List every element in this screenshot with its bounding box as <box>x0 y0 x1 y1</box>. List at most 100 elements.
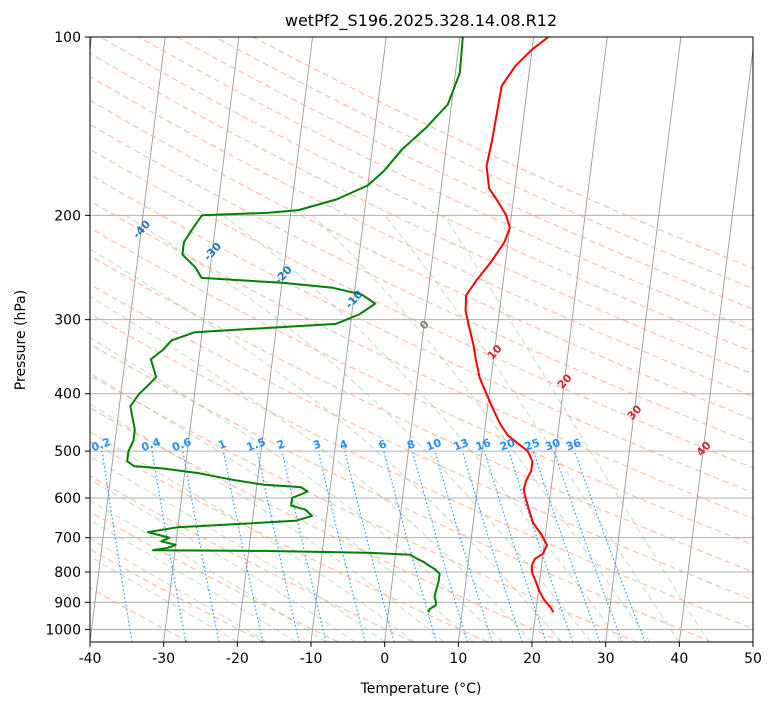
mixing-ratio-line <box>222 450 264 642</box>
dry-adiabat-line <box>176 37 753 310</box>
dry-adiabat-line <box>90 548 264 642</box>
mixing-ratio-label: 10 <box>424 436 443 454</box>
mixing-ratio-line <box>256 450 300 642</box>
x-tick-label: 20 <box>523 651 541 667</box>
moist-adiabat-line <box>90 456 385 642</box>
y-tick-label: 1000 <box>45 622 81 638</box>
mixing-ratio-label: 30 <box>543 436 562 454</box>
mixing-ratio-label: 0.2 <box>90 435 113 454</box>
mixing-ratio-label: 36 <box>564 436 583 454</box>
mixing-ratio-line <box>344 450 395 642</box>
x-axis-label: Temperature (°C) <box>360 681 482 697</box>
dry-adiabat-line <box>100 37 753 353</box>
moist-adiabat-line <box>90 538 268 642</box>
mixing-ratio-line <box>483 450 547 642</box>
isotherm-line <box>236 37 314 642</box>
moist-adiabat-line <box>222 214 621 642</box>
moist-adiabat-line <box>90 296 533 642</box>
mixing-ratio-label: 25 <box>523 436 542 453</box>
dry-adiabat-line <box>90 475 414 642</box>
plot-frame <box>89 36 754 643</box>
moist-adiabat-line <box>90 248 562 642</box>
mixing-ratio-label: 0.6 <box>170 435 193 454</box>
x-tick-label: 10 <box>449 651 467 667</box>
moist-adiabat-line <box>443 215 710 642</box>
x-tick-label: 40 <box>670 651 688 667</box>
y-tick-label: 900 <box>54 595 81 611</box>
mixing-ratio-line <box>101 451 133 642</box>
x-tick-label: -40 <box>79 651 102 667</box>
mixing-ratio-label: 3 <box>311 437 323 452</box>
mixing-ratio-label: 13 <box>452 436 471 453</box>
mixing-ratio-line <box>383 450 437 642</box>
dry-adiabat-line <box>214 37 753 290</box>
moist-adiabat-line <box>90 519 297 642</box>
dry-adiabat-line <box>90 52 753 375</box>
mixing-ratio-line <box>317 450 366 642</box>
mixing-ratio-label: 2 <box>275 437 287 452</box>
chart-title: wetPf2_S196.2025.328.14.08.R12 <box>285 11 557 31</box>
moist-adiabat-line <box>90 372 474 642</box>
dry-adiabat-line <box>90 255 753 573</box>
x-tick-label: 50 <box>744 651 762 667</box>
dewpoint-profile-line <box>126 37 464 613</box>
mixing-ratio-line <box>508 450 574 642</box>
mixing-ratio-line <box>461 450 523 642</box>
dry-adiabat-line <box>90 123 753 445</box>
y-tick-label: 800 <box>54 565 81 581</box>
dry-adiabat-line <box>90 313 753 630</box>
mixing-ratio-label: 20 <box>498 436 517 454</box>
moist-adiabat-line <box>311 214 651 642</box>
isotherm-line <box>384 37 461 642</box>
x-axis: -40 -30 -20 -10 0 10 20 30 40 50 <box>79 642 762 667</box>
mixing-ratio-line <box>532 450 601 642</box>
plot-grid <box>90 37 753 642</box>
y-axis: 100 200 300 400 500 600 700 800 900 1000 <box>45 30 90 638</box>
mixing-ratio-label: 1.5 <box>245 435 268 454</box>
mixing-ratio-label: 4 <box>338 437 350 452</box>
y-tick-label: 200 <box>54 208 81 224</box>
dry-adiabat-line <box>90 148 753 469</box>
dry-adiabat-line <box>90 200 753 520</box>
moist-adiabat-line <box>90 337 503 642</box>
x-tick-label: -10 <box>300 651 323 667</box>
y-tick-label: 600 <box>54 491 81 507</box>
mixing-ratio-label: 0.4 <box>140 435 163 454</box>
isotherm-line <box>605 37 682 642</box>
x-tick-label: 0 <box>380 651 389 667</box>
y-tick-label: 700 <box>54 531 81 547</box>
mixing-ratio-label: 6 <box>377 437 389 452</box>
isotherm-line <box>678 45 753 642</box>
moist-adiabat-line <box>90 555 238 642</box>
mixing-ratio-line <box>411 450 469 642</box>
moist-adiabat-line <box>90 478 356 642</box>
mixing-ratio-line <box>182 451 220 642</box>
x-tick-label: -30 <box>152 651 175 667</box>
isotherm-line <box>163 37 240 642</box>
dry-adiabat-line <box>90 407 563 642</box>
y-tick-label: 300 <box>54 313 81 329</box>
y-axis-label: Pressure (hPa) <box>13 290 29 390</box>
isotherm-line <box>90 37 166 642</box>
y-tick-label: 100 <box>54 30 81 46</box>
mixing-ratio-line <box>281 450 327 642</box>
y-tick-label: 400 <box>54 387 81 403</box>
moist-adiabat-line <box>90 431 415 642</box>
dry-adiabat-line <box>90 440 488 642</box>
mixing-ratio-line <box>553 450 623 642</box>
dry-adiabat-line <box>90 511 339 642</box>
y-tick-label: 500 <box>54 444 81 460</box>
mixing-ratio-line <box>434 450 493 642</box>
mixing-ratio-line <box>574 450 646 642</box>
dry-adiabat-line <box>90 227 753 546</box>
plot-lines <box>126 37 555 613</box>
dry-adiabat-line <box>90 343 712 642</box>
dry-adiabat-line <box>90 283 753 601</box>
mixing-ratio-label: 16 <box>474 436 493 454</box>
mixing-ratio-label: 8 <box>405 437 417 452</box>
moist-adiabat-line <box>384 214 680 642</box>
temperature-profile-line <box>464 37 555 613</box>
x-tick-label: 30 <box>597 651 615 667</box>
